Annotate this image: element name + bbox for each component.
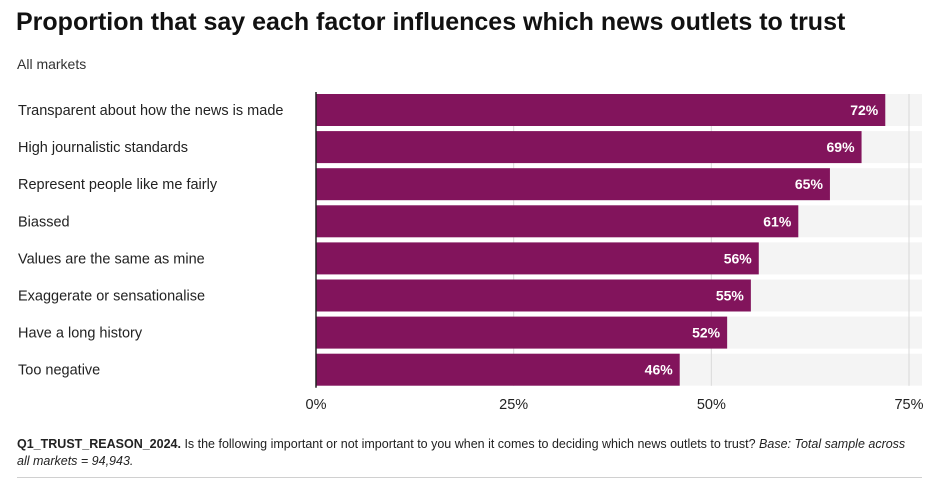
bottom-divider — [17, 477, 922, 478]
category-label: Transparent about how the news is made — [18, 103, 283, 119]
bar — [316, 316, 728, 349]
x-tick-label: 50% — [697, 397, 726, 413]
category-label: Exaggerate or sensationalise — [18, 289, 205, 305]
bar — [316, 205, 799, 238]
x-tick-label: 0% — [306, 397, 327, 413]
category-label: Too negative — [18, 363, 100, 379]
bar-value-label: 72% — [850, 102, 879, 118]
bar — [316, 168, 830, 201]
chart-subtitle: All markets — [17, 56, 87, 72]
bar — [316, 131, 862, 164]
x-tick-label: 75% — [894, 397, 923, 413]
bar-chart: 72% Transparent about how the news is mad… — [18, 92, 924, 413]
category-label: High journalistic standards — [18, 140, 188, 156]
x-tick-label: 25% — [499, 397, 528, 413]
category-label: Values are the same as mine — [18, 251, 205, 267]
category-label: Biassed — [18, 214, 70, 230]
chart-title: Proportion that say each factor influenc… — [16, 8, 846, 36]
footnote-base: Base: Total sample across all markets = … — [17, 437, 906, 468]
category-label: Represent people like me fairly — [18, 177, 218, 193]
bar — [316, 94, 886, 126]
bar-value-label: 46% — [645, 362, 674, 378]
bar — [316, 242, 759, 275]
footnote: Q1_TRUST_REASON_2024. Is the following i… — [17, 436, 917, 470]
bar-value-label: 69% — [827, 139, 856, 155]
bar-value-label: 65% — [795, 176, 824, 192]
category-label: Have a long history — [18, 326, 143, 342]
bar-value-label: 52% — [692, 325, 721, 341]
bar — [316, 279, 751, 312]
bar-value-label: 56% — [724, 250, 753, 266]
footnote-code: Q1_TRUST_REASON_2024. — [17, 437, 181, 451]
bar — [316, 353, 680, 386]
bar-value-label: 61% — [763, 213, 792, 229]
bar-value-label: 55% — [716, 288, 745, 304]
footnote-question: Is the following important or not import… — [184, 437, 756, 451]
